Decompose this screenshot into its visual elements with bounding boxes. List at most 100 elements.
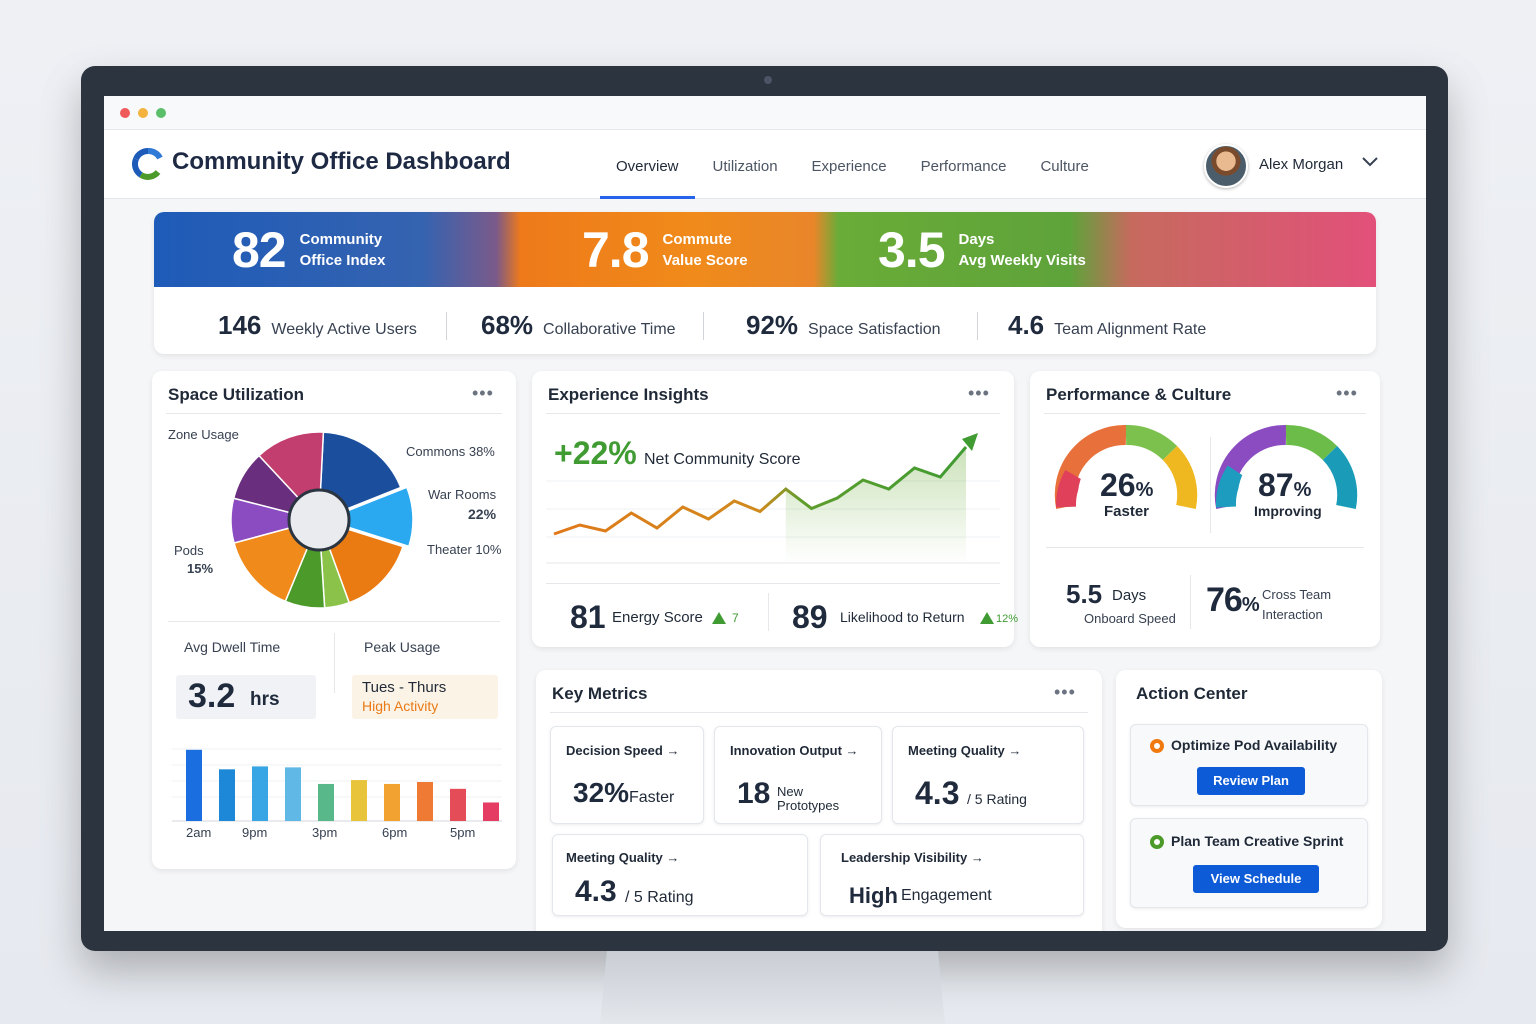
bar	[285, 767, 301, 821]
tab-experience[interactable]: Experience	[811, 158, 887, 175]
gauge1-label: Faster	[1104, 503, 1150, 520]
gauge1-number: 26	[1100, 467, 1136, 503]
view-schedule-button[interactable]: View Schedule	[1193, 865, 1319, 893]
more-options-icon[interactable]: •••	[1054, 682, 1076, 702]
tile-value: 4.3	[575, 875, 617, 908]
divider	[1190, 575, 1191, 629]
space-utilization-card: Space Utilization ••• Zone Usage Commons…	[152, 371, 516, 869]
bar	[351, 780, 367, 821]
tile-suffix-line: Prototypes	[777, 798, 840, 813]
divider	[1044, 413, 1366, 414]
tick-label: 9pm	[242, 825, 268, 840]
tile-label: Innovation Output →	[730, 743, 859, 758]
label-pods-pct: 15%	[187, 561, 214, 576]
action-item-optimize-pods: Optimize Pod Availability Review Plan	[1130, 724, 1368, 806]
kpi-label: Commute Value Score	[663, 229, 748, 271]
metric-tile-meeting-quality[interactable]: Meeting Quality → 4.3 / 5 Rating	[892, 726, 1084, 824]
minimize-window-icon[interactable]	[138, 107, 148, 118]
stat-value: 68%	[481, 310, 534, 340]
dwell-unit: hrs	[250, 689, 280, 710]
tile-value: 4.3	[915, 775, 960, 811]
tile-suffix-line: New	[777, 784, 804, 799]
gauge-arc	[1055, 470, 1083, 508]
performance-culture-card: Performance & Culture ••• 26% Faster 87%…	[1030, 371, 1380, 647]
stat-value: 146	[218, 310, 262, 340]
gauge2-label: Improving	[1254, 503, 1322, 519]
metric-tile-decision-speed[interactable]: Decision Speed → 32% Faster	[550, 726, 704, 824]
more-options-icon[interactable]: •••	[968, 383, 990, 403]
camera-icon	[764, 76, 772, 84]
cross-team-label-line: Cross Team	[1262, 587, 1332, 602]
bars	[186, 749, 499, 821]
app-header: Community Office Dashboard Overview Util…	[104, 129, 1426, 199]
peak-value: Tues - Thurs	[362, 679, 447, 696]
tab-performance[interactable]: Performance	[920, 158, 1007, 175]
tab-culture[interactable]: Culture	[1040, 158, 1089, 175]
arrow-right-icon: →	[1008, 743, 1022, 758]
metric-tile-leadership-visibility[interactable]: Leadership Visibility → High Engagement	[820, 834, 1084, 916]
action-item-creative-sprint: Plan Team Creative Sprint View Schedule	[1130, 818, 1368, 908]
tick-label: 2am	[186, 825, 212, 840]
gauge2-number: 87	[1258, 467, 1294, 503]
donut-slice	[322, 486, 414, 548]
energy-score-value: 81	[570, 599, 606, 635]
app-window: Community Office Dashboard Overview Util…	[104, 96, 1426, 931]
gauge-improving	[1214, 424, 1358, 543]
arrow-right-icon: →	[666, 850, 680, 865]
bar	[450, 788, 466, 821]
action-center-card: Action Center Optimize Pod Availability …	[1116, 670, 1382, 928]
onboard-label: Onboard Speed	[1084, 611, 1176, 626]
peak-usage-label: Peak Usage	[364, 639, 441, 655]
gauge2-unit: %	[1293, 479, 1312, 501]
gauge-arc	[1162, 445, 1198, 509]
tab-overview[interactable]: Overview	[600, 130, 695, 199]
kpi-summary-card: 82 Community Office Index 7.8 Commute Valu…	[154, 212, 1376, 354]
cross-team-label: Cross Team Interaction	[1262, 585, 1331, 625]
more-options-icon[interactable]: •••	[1336, 383, 1358, 403]
action-label: Optimize Pod Availability	[1171, 737, 1338, 753]
tile-label: Meeting Quality →	[566, 850, 679, 865]
onboard-value: 5.5	[1066, 579, 1103, 609]
divider	[166, 413, 502, 414]
cross-team-number: 76	[1206, 581, 1243, 619]
trend-area	[785, 447, 966, 563]
stat-label: Weekly Active Users	[271, 321, 417, 338]
net-community-line-chart	[546, 433, 1000, 564]
kpi-label-line: Community	[299, 230, 383, 248]
gauge-center	[1238, 447, 1334, 543]
stat-team-alignment: 4.6 Team Alignment Rate	[1008, 310, 1206, 341]
return-value: 89	[792, 599, 828, 635]
user-name[interactable]: Alex Morgan	[1259, 156, 1344, 173]
review-plan-button[interactable]: Review Plan	[1197, 767, 1305, 795]
metric-tile-meeting-quality-2[interactable]: Meeting Quality → 4.3 / 5 Rating	[552, 834, 808, 916]
bar	[252, 766, 268, 821]
more-options-icon[interactable]: •••	[472, 383, 494, 403]
avatar[interactable]	[1204, 144, 1248, 188]
metric-tile-innovation-output[interactable]: Innovation Output → 18 New Prototypes	[714, 726, 882, 824]
return-delta: 12%	[996, 613, 1019, 625]
chevron-down-icon[interactable]	[1362, 154, 1378, 172]
divider	[168, 621, 500, 622]
bar	[384, 783, 400, 821]
main-nav: Overview Utilization Experience Performa…	[600, 130, 1107, 199]
stat-label: Team Alignment Rate	[1054, 321, 1207, 338]
tile-suffix: New Prototypes	[777, 785, 839, 813]
kpi-community-index: 82 Community Office Index	[232, 212, 385, 287]
dwell-box: 3.2 hrs	[176, 675, 316, 719]
stat-label: Space Satisfaction	[808, 321, 941, 338]
energy-score-delta: 7	[732, 611, 739, 625]
up-arrow-icon	[712, 611, 726, 624]
hour-axis-labels: 2am 9pm 3pm 6pm 5pm	[172, 823, 502, 843]
key-metrics-card: Key Metrics ••• Decision Speed → 32% Fas…	[536, 670, 1102, 931]
close-window-icon[interactable]	[120, 107, 130, 118]
label-commons: Commons 38%	[406, 444, 495, 459]
divider	[446, 312, 447, 340]
tile-label: Decision Speed →	[566, 743, 679, 758]
cross-team-label-line: Interaction	[1262, 607, 1323, 622]
tab-utilization[interactable]: Utilization	[712, 158, 778, 175]
tile-value: High	[849, 883, 898, 908]
card-title: Experience Insights	[548, 385, 709, 404]
label-war-rooms-pct: 22%	[468, 506, 497, 522]
divider	[977, 312, 978, 340]
maximize-window-icon[interactable]	[156, 107, 166, 118]
